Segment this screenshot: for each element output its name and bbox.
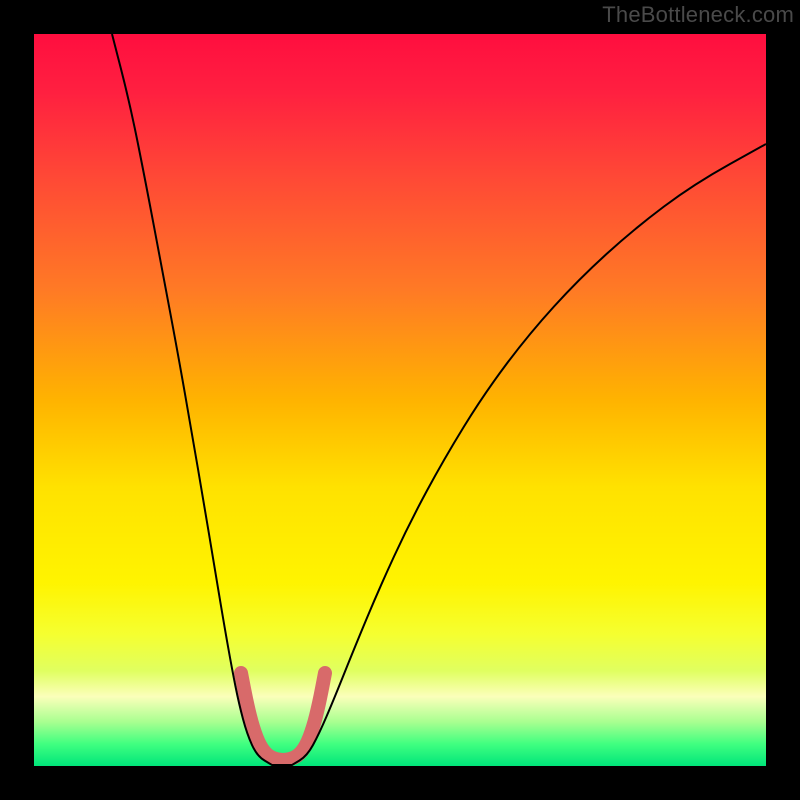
bottleneck-chart [0,0,800,800]
watermark-text: TheBottleneck.com [602,2,794,28]
plot-background [34,34,766,766]
